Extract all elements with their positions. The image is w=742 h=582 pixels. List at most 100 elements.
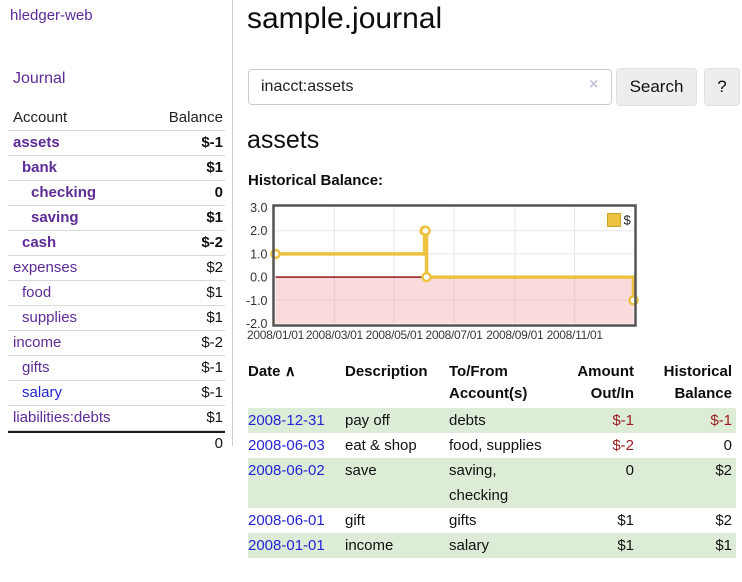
sidebar-account-link[interactable]: cash — [22, 234, 57, 251]
register-col-date[interactable]: Date ∧ — [248, 361, 345, 408]
search-input[interactable] — [248, 69, 612, 105]
sidebar-account-balance: $-2 — [144, 231, 225, 256]
transaction-accounts: salary — [449, 537, 490, 554]
transaction-date-link[interactable]: 2008-12-31 — [248, 412, 325, 429]
sidebar-account-link[interactable]: checking — [31, 184, 97, 201]
brand-link[interactable]: hledger-web — [10, 7, 93, 24]
accounts-table: Account Balance assets $-1 bank $1 checking 0… — [8, 106, 225, 456]
table-row: 2008-06-01 gift gifts $1 $2 — [248, 508, 736, 533]
data-point-marker — [420, 225, 431, 236]
sidebar-total-spacer — [8, 431, 145, 456]
sidebar-account-row: assets $-1 — [8, 131, 225, 156]
sidebar-account-row: salary $-1 — [8, 381, 225, 406]
sidebar-account-balance: $-1 — [144, 356, 225, 381]
transaction-date-link[interactable]: 2008-06-03 — [248, 437, 325, 454]
sidebar-account-row: cash $-2 — [8, 231, 225, 256]
register-col-date-label: Date — [248, 363, 281, 380]
sidebar-account-link[interactable]: assets — [13, 134, 60, 151]
accounts-col-balance: Balance — [144, 106, 225, 131]
sidebar-account-link[interactable]: food — [22, 284, 52, 301]
sidebar-account-row: saving $1 — [8, 206, 225, 231]
transaction-balance: $1 — [715, 537, 732, 554]
transaction-description: eat & shop — [345, 437, 417, 454]
y-tick-label: -1.0 — [246, 294, 268, 308]
transaction-date-link[interactable]: 2008-01-01 — [248, 537, 325, 554]
help-button[interactable]: ? — [704, 68, 740, 106]
sidebar-account-balance: 0 — [144, 181, 225, 206]
sidebar-account-row: income $-2 — [8, 331, 225, 356]
y-tick-label: 1.0 — [250, 247, 267, 261]
transaction-amount: $-1 — [612, 412, 634, 429]
sidebar: hledger-web Journal Account Balance asse… — [0, 0, 233, 452]
sidebar-account-link[interactable]: salary — [22, 384, 63, 401]
sidebar-total-balance: 0 — [144, 431, 225, 456]
sidebar-account-row: bank $1 — [8, 156, 225, 181]
legend-swatch — [607, 213, 621, 227]
legend-label: $ — [624, 213, 632, 228]
transaction-description: save — [345, 462, 377, 479]
register-col-description: Description — [345, 363, 428, 380]
data-point-marker — [421, 271, 432, 283]
transaction-accounts: food, supplies — [449, 437, 542, 454]
x-tick-label: 2008/05/01 — [366, 328, 424, 342]
sidebar-account-row: expenses $2 — [8, 256, 225, 281]
transaction-description: pay off — [345, 412, 390, 429]
y-tick-label: 2.0 — [250, 224, 267, 238]
chart-border — [272, 204, 637, 327]
sidebar-account-balance: $2 — [144, 256, 225, 281]
sidebar-item-journal[interactable]: Journal — [13, 70, 66, 87]
sidebar-account-rows: assets $-1 bank $1 checking 0 saving $1 cash $-2 e… — [8, 131, 225, 431]
search-button[interactable]: Search — [616, 68, 697, 106]
sidebar-account-row: liabilities:debts $1 — [8, 406, 225, 431]
table-row: 2008-12-31 pay off debts $-1 $-1 — [248, 408, 736, 433]
sidebar-account-balance: $1 — [144, 206, 225, 231]
table-row: 2008-06-02 save saving, checking 0 $2 — [248, 458, 736, 508]
x-tick-label: 2008/01/01 — [247, 328, 305, 342]
x-tick-label: 2008/07/01 — [425, 328, 483, 342]
sidebar-account-link[interactable]: income — [13, 334, 62, 351]
sidebar-account-balance: $-2 — [144, 331, 225, 356]
transaction-description: gift — [345, 512, 366, 529]
sidebar-account-link[interactable]: bank — [22, 159, 58, 176]
register-table: Date ∧ Description To/From Account(s) Am… — [248, 361, 736, 558]
x-tick-label: 2008/03/01 — [306, 328, 364, 342]
sidebar-account-link[interactable]: supplies — [22, 309, 78, 326]
transaction-accounts: saving, checking — [449, 462, 509, 504]
sidebar-account-link[interactable]: liabilities:debts — [13, 409, 111, 426]
y-tick-label: 0.0 — [250, 271, 267, 285]
register-col-balance: Historical Balance — [663, 363, 732, 402]
sidebar-account-balance: $1 — [144, 406, 225, 431]
account-heading: assets — [247, 126, 320, 154]
register-header-row: Date ∧ Description To/From Account(s) Am… — [248, 361, 736, 408]
table-row: 2008-01-01 income salary $1 $1 — [248, 533, 736, 558]
page-title: sample.journal — [247, 2, 443, 35]
sidebar-account-link[interactable]: gifts — [22, 359, 50, 376]
x-tick-label: 2008/11/01 — [547, 328, 604, 342]
sidebar-account-row: gifts $-1 — [8, 356, 225, 381]
transaction-date-link[interactable]: 2008-06-01 — [248, 512, 325, 529]
transaction-amount: $1 — [617, 537, 634, 554]
clear-search-icon[interactable]: × — [589, 76, 599, 93]
sidebar-account-balance: $-1 — [144, 131, 225, 156]
accounts-header-row: Account Balance — [8, 106, 225, 131]
sidebar-account-row: checking 0 — [8, 181, 225, 206]
transaction-balance: 0 — [723, 437, 732, 454]
x-tick-label: 2008/09/01 — [486, 328, 544, 342]
sidebar-account-balance: $-1 — [144, 381, 225, 406]
sidebar-account-row: supplies $1 — [8, 306, 225, 331]
transaction-balance: $-1 — [710, 412, 732, 429]
sidebar-account-balance: $1 — [144, 306, 225, 331]
accounts-col-account: Account — [8, 106, 145, 131]
transaction-accounts: gifts — [449, 512, 477, 529]
transaction-accounts: debts — [449, 412, 486, 429]
register-rows: 2008-12-31 pay off debts $-1 $-1 2008-06-03 ea… — [248, 408, 736, 558]
sidebar-account-balance: $1 — [144, 156, 225, 181]
sidebar-account-link[interactable]: saving — [31, 209, 79, 226]
sidebar-account-link[interactable]: expenses — [13, 259, 78, 276]
transaction-description: income — [345, 537, 394, 554]
sort-ascending-icon: ∧ — [284, 363, 296, 380]
y-tick-label: 3.0 — [250, 202, 267, 215]
transaction-date-link[interactable]: 2008-06-02 — [248, 462, 325, 479]
y-tick-label: -2.0 — [246, 317, 268, 331]
